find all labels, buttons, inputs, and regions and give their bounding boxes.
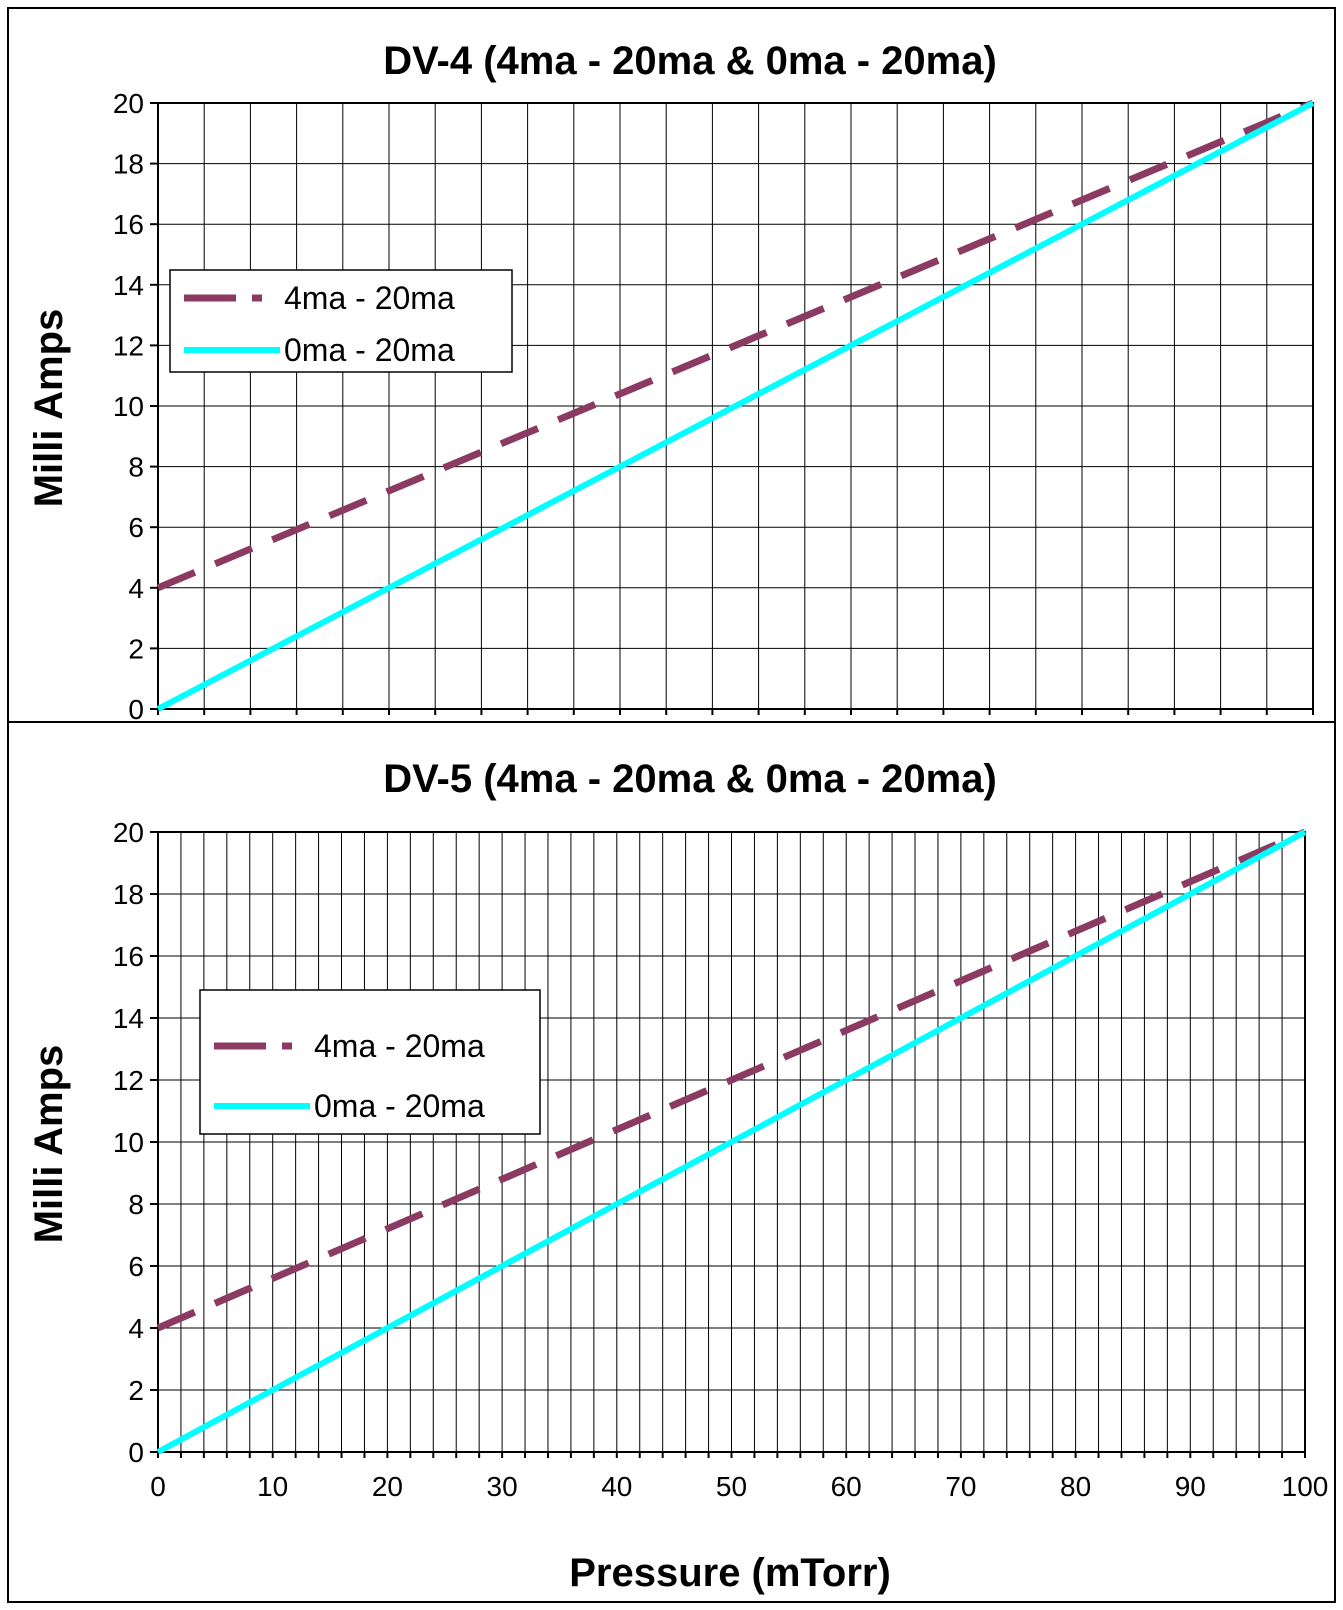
series-line-0-20ma — [156, 829, 1307, 1455]
y-tick-label: 0 — [128, 1437, 144, 1468]
y-tick-label: 2 — [128, 633, 144, 664]
legend-label: 0ma - 20ma — [314, 1088, 485, 1124]
chart-panel-dv4: DV-4 (4ma - 20ma & 0ma - 20ma) Milli Amp… — [27, 39, 1315, 725]
x-axis-label: Pressure (mTorr) — [569, 1551, 891, 1595]
chart-title: DV-4 (4ma - 20ma & 0ma - 20ma) — [383, 39, 997, 83]
legend: 4ma - 20ma 0ma - 20ma — [199, 989, 541, 1135]
y-tick-label: 14 — [113, 270, 144, 301]
legend-box — [199, 989, 541, 1135]
x-tick-label: 40 — [601, 1471, 632, 1502]
y-tick-label: 4 — [128, 573, 144, 604]
x-tick-label: 80 — [1060, 1471, 1091, 1502]
series-line-0-20ma — [156, 100, 1315, 712]
y-tick-label: 12 — [113, 1065, 144, 1096]
x-tick-label: 30 — [487, 1471, 518, 1502]
x-tick-label: 20 — [372, 1471, 403, 1502]
y-tick-label: 10 — [113, 1127, 144, 1158]
x-tick-label: 0 — [150, 1471, 166, 1502]
x-tick-label: 60 — [831, 1471, 862, 1502]
y-tick-label: 8 — [128, 1189, 144, 1220]
y-tick-label: 16 — [113, 209, 144, 240]
chart-title: DV-5 (4ma - 20ma & 0ma - 20ma) — [383, 757, 997, 801]
series-line-4-20ma — [156, 99, 1315, 592]
legend: 4ma - 20ma 0ma - 20ma — [169, 269, 513, 373]
y-tick-label: 6 — [128, 512, 144, 543]
y-tick-label: 2 — [128, 1375, 144, 1406]
y-tick-label: 18 — [113, 879, 144, 910]
y-tick-label: 0 — [128, 694, 144, 725]
x-tick-label: 10 — [257, 1471, 288, 1502]
x-tick-label: 90 — [1175, 1471, 1206, 1502]
y-tick-label: 20 — [113, 817, 144, 848]
legend-label: 4ma - 20ma — [314, 1028, 485, 1064]
x-tick-label: 70 — [945, 1471, 976, 1502]
legend-box — [169, 269, 513, 373]
y-tick-label: 8 — [128, 452, 144, 483]
y-tick-label: 6 — [128, 1251, 144, 1282]
y-tick-label: 16 — [113, 941, 144, 972]
y-tick-label: 20 — [113, 88, 144, 119]
y-axis-label: Milli Amps — [27, 1045, 71, 1244]
x-tick-label: 100 — [1282, 1471, 1329, 1502]
legend-label: 4ma - 20ma — [284, 280, 455, 316]
y-tick-label: 10 — [113, 391, 144, 422]
y-tick-label: 14 — [113, 1003, 144, 1034]
y-axis-label: Milli Amps — [27, 309, 71, 508]
x-tick-label: 50 — [716, 1471, 747, 1502]
chart-panel-dv5: DV-5 (4ma - 20ma & 0ma - 20ma) Milli Amp… — [27, 757, 1328, 1595]
y-tick-label: 4 — [128, 1313, 144, 1344]
y-tick-label: 12 — [113, 330, 144, 361]
series-line-4-20ma — [156, 828, 1307, 1332]
y-tick-label: 18 — [113, 149, 144, 180]
outer-frame — [7, 7, 1336, 1603]
legend-label: 0ma - 20ma — [284, 332, 455, 368]
plot-area: 0 2 4 6 8 10 12 14 16 18 20 0 10 20 30 40 50 60 70 80 90 100 — [113, 817, 1329, 1502]
plot-area: 0 2 4 6 8 10 12 14 16 18 20 — [113, 88, 1315, 725]
